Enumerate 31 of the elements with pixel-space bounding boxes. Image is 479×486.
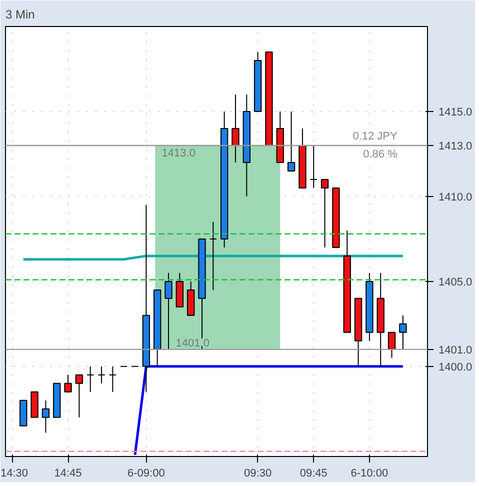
candlestick (108, 366, 117, 392)
annotation: 1401.0 (176, 337, 210, 350)
annotation: 0.12 JPY (352, 130, 398, 142)
chart-title: 3 Min (6, 8, 35, 22)
candlestick (310, 144, 318, 188)
candlestick (232, 94, 240, 163)
y-tick-label: 1415.0 (438, 106, 472, 118)
x-tick-label: 09:30 (244, 468, 272, 480)
y-tick-label: 1400.0 (438, 361, 472, 374)
candlestick (42, 400, 50, 434)
x-tick-label: 14:30 (0, 468, 28, 480)
candlestick (399, 314, 407, 350)
ref-line-label: 1413.0 (438, 140, 472, 152)
candlestick (388, 332, 396, 358)
x-tick-label: 6-10:00 (350, 468, 388, 480)
candlestick (209, 221, 217, 290)
candlestick (98, 366, 106, 384)
candlestick (320, 178, 329, 248)
ref-line-label: 1401.0 (438, 344, 472, 356)
candlestick (287, 110, 296, 172)
candlestick (86, 366, 94, 392)
y-tick-label: 1410.0 (438, 191, 472, 204)
candlestick (64, 374, 72, 392)
x-tick-label: 6-09:00 (128, 468, 165, 480)
candlestick (75, 374, 84, 418)
y-tick-label: 1405.0 (438, 276, 472, 288)
candlestick (164, 272, 172, 350)
annotation: 1413.0 (162, 147, 196, 160)
x-tick-label: 09:45 (300, 468, 328, 480)
x-tick-label: 14:45 (54, 468, 82, 480)
annotation: 0.86 % (363, 148, 398, 160)
